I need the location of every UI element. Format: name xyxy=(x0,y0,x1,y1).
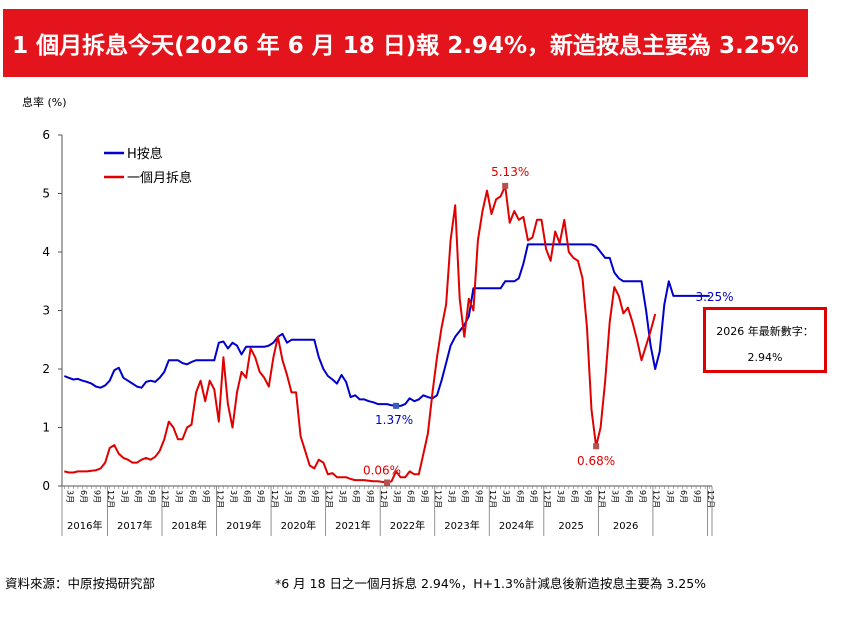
x-tick-label: 3月 xyxy=(283,490,292,503)
x-tick-label: 9月 xyxy=(420,490,429,503)
year-label: 2024年 xyxy=(499,519,534,532)
x-tick-label: 9月 xyxy=(147,490,156,503)
annotation-label: 0.68% xyxy=(577,454,615,468)
y-tick-label: 2 xyxy=(42,362,50,376)
x-tick-label: 6月 xyxy=(297,490,306,503)
x-tick-label: 3月 xyxy=(174,490,183,503)
annotation-marker xyxy=(384,479,390,486)
annotation-label: 0.06% xyxy=(363,463,401,477)
year-label: 2019年 xyxy=(226,519,261,532)
x-tick-label: 9月 xyxy=(583,490,592,503)
year-label: 2018年 xyxy=(172,519,207,532)
x-tick-label: 6月 xyxy=(243,490,252,503)
y-tick-label: 5 xyxy=(42,187,50,201)
y-tick-label: 4 xyxy=(42,245,50,259)
x-tick-label: 9月 xyxy=(529,490,538,503)
x-tick-label: 3月 xyxy=(556,490,565,503)
x-tick-label: 9月 xyxy=(311,490,320,503)
year-label: 2022年 xyxy=(390,519,425,532)
x-tick-label: 3月 xyxy=(447,490,456,503)
x-tick-label: 12月 xyxy=(379,490,388,508)
x-tick-label: 12月 xyxy=(706,490,715,508)
x-tick-label: 12月 xyxy=(652,490,661,508)
x-tick-label: 12月 xyxy=(488,490,497,508)
year-label: 2017年 xyxy=(117,519,152,532)
series-line-h-rate xyxy=(63,243,710,407)
page-title-banner: 1 個月拆息今天(2026 年 6 月 18 日)報 2.94%，新造按息主要為… xyxy=(3,9,808,77)
footnote: *6 月 18 日之一個月拆息 2.94%，H+1.3%計減息後新造按息主要為 … xyxy=(275,576,707,591)
callout-value: 2.94% xyxy=(747,351,783,364)
x-tick-label: 3月 xyxy=(229,490,238,503)
x-tick-label: 9月 xyxy=(365,490,374,503)
annotation-marker xyxy=(593,443,600,450)
x-tick-label: 12月 xyxy=(543,490,552,508)
annotation-label: 5.13% xyxy=(491,165,529,179)
y-tick-label: 6 xyxy=(42,128,50,142)
legend-label: H按息 xyxy=(127,146,163,162)
series-line-hibor xyxy=(64,184,657,484)
x-tick-label: 6月 xyxy=(570,490,579,503)
x-tick-label: 6月 xyxy=(515,490,524,503)
x-tick-label: 6月 xyxy=(352,490,361,503)
x-tick-label: 12月 xyxy=(324,490,333,508)
y-tick-label: 3 xyxy=(42,304,50,318)
annotation-label: 1.37% xyxy=(375,413,413,427)
source-note: 資料來源：中原按揭研究部 xyxy=(5,576,156,591)
x-tick-label: 3月 xyxy=(338,490,347,503)
x-tick-label: 3月 xyxy=(393,490,402,503)
x-tick-label: 6月 xyxy=(406,490,415,503)
x-tick-label: 6月 xyxy=(188,490,197,503)
x-tick-label: 12月 xyxy=(270,490,279,508)
x-tick-label: 9月 xyxy=(93,490,102,503)
x-tick-label: 9月 xyxy=(638,490,647,503)
y-tick-label: 1 xyxy=(42,421,50,435)
x-tick-label: 6月 xyxy=(624,490,633,503)
year-label: 2023年 xyxy=(444,519,479,532)
x-tick-label: 6月 xyxy=(79,490,88,503)
year-label: 2020年 xyxy=(281,519,316,532)
year-label: 2016年 xyxy=(67,519,102,532)
x-tick-label: 12月 xyxy=(215,490,224,508)
y-tick-label: 0 xyxy=(42,479,50,493)
x-tick-label: 9月 xyxy=(202,490,211,503)
year-label: 2021年 xyxy=(335,519,370,532)
legend-label: 一個月拆息 xyxy=(127,170,192,186)
x-tick-label: 6月 xyxy=(133,490,142,503)
x-tick-label: 6月 xyxy=(461,490,470,503)
x-tick-label: 12月 xyxy=(106,490,115,508)
x-tick-label: 3月 xyxy=(65,490,74,503)
x-tick-label: 9月 xyxy=(256,490,265,503)
x-tick-label: 3月 xyxy=(120,490,129,503)
annotation-label: 3.25% xyxy=(695,290,733,304)
x-tick-label: 9月 xyxy=(474,490,483,503)
annotation-marker xyxy=(393,402,400,409)
callout-label: 2026 年最新數字： xyxy=(716,325,814,338)
year-label: 2026 xyxy=(613,521,638,532)
y-axis-label: 息率 (%) xyxy=(22,95,67,109)
latest-figure-callout: 2026 年最新數字： 2.94% xyxy=(703,307,827,373)
annotation-marker xyxy=(502,182,509,189)
x-tick-label: 12月 xyxy=(433,490,442,508)
x-tick-label: 12月 xyxy=(161,490,170,508)
year-label: 2025 xyxy=(558,521,583,532)
x-tick-label: 3月 xyxy=(665,490,674,503)
x-tick-label: 6月 xyxy=(679,490,688,503)
x-tick-label: 3月 xyxy=(611,490,620,503)
x-tick-label: 9月 xyxy=(693,490,702,503)
x-tick-label: 12月 xyxy=(597,490,606,508)
page-title: 1 個月拆息今天(2026 年 6 月 18 日)報 2.94%，新造按息主要為… xyxy=(12,33,799,59)
x-tick-label: 3月 xyxy=(502,490,511,503)
